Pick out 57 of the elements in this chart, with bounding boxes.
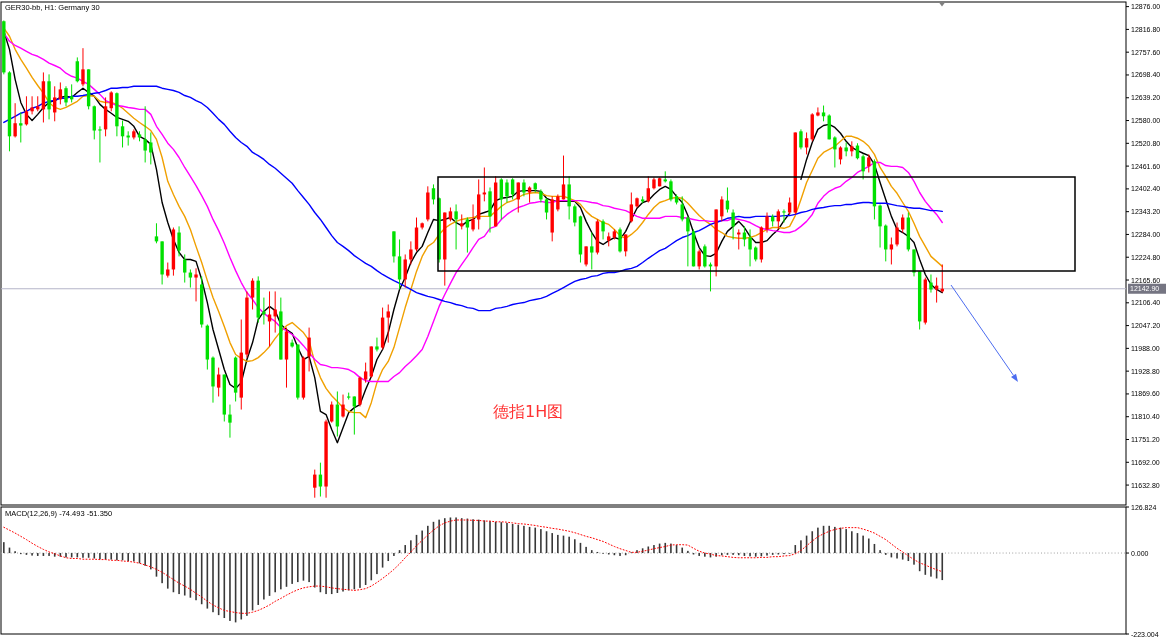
candlestick: [143, 105, 147, 163]
candlestick: [590, 232, 594, 270]
candlestick: [471, 203, 475, 232]
candlestick: [149, 131, 153, 165]
candlestick: [669, 178, 673, 202]
candlestick: [290, 339, 294, 349]
candlestick: [601, 218, 605, 240]
candlestick: [228, 404, 232, 439]
candlestick: [929, 273, 933, 294]
candlestick: [878, 203, 882, 249]
candlestick: [69, 83, 74, 103]
candlestick: [13, 102, 17, 138]
candlestick: [697, 248, 701, 270]
candlestick: [341, 394, 345, 419]
candlestick: [267, 290, 272, 347]
candlestick: [30, 95, 34, 115]
candlestick: [183, 253, 187, 284]
candlestick: [782, 208, 786, 224]
candlestick: [833, 135, 837, 168]
candlestick: [465, 217, 470, 254]
line-series: [3, 85, 943, 312]
candlestick: [838, 145, 843, 165]
candlestick: [307, 327, 311, 372]
candlestick: [19, 111, 23, 143]
candlestick: [363, 362, 368, 384]
candlestick: [816, 106, 820, 117]
candlestick: [98, 125, 102, 163]
candlestick: [81, 47, 85, 87]
candlestick: [375, 337, 379, 352]
candlestick: [194, 267, 198, 302]
candlestick: [567, 175, 571, 220]
candlestick: [765, 212, 769, 234]
candlestick: [867, 153, 871, 173]
candlestick: [731, 208, 735, 240]
candlestick: [544, 197, 549, 220]
candlestick: [748, 228, 752, 267]
candlestick: [618, 227, 622, 254]
candlestick: [895, 222, 899, 247]
candlestick: [454, 203, 458, 250]
candlestick: [273, 290, 277, 334]
candlestick: [409, 240, 413, 265]
candlestick: [318, 462, 323, 498]
candlestick: [573, 203, 577, 227]
candlestick: [386, 303, 390, 344]
candlestick: [686, 215, 690, 267]
candlestick: [539, 188, 543, 204]
annotation: 德指1H图: [493, 402, 564, 421]
candlestick: [64, 85, 68, 107]
candlestick: [505, 178, 509, 204]
line-series: [3, 519, 943, 614]
candlestick: [177, 225, 181, 257]
candlestick: [262, 297, 266, 325]
candlestick: [861, 153, 865, 180]
candlestick: [912, 248, 916, 277]
candlestick: [703, 243, 707, 269]
candlestick: [584, 245, 588, 267]
candlestick: [799, 128, 803, 150]
